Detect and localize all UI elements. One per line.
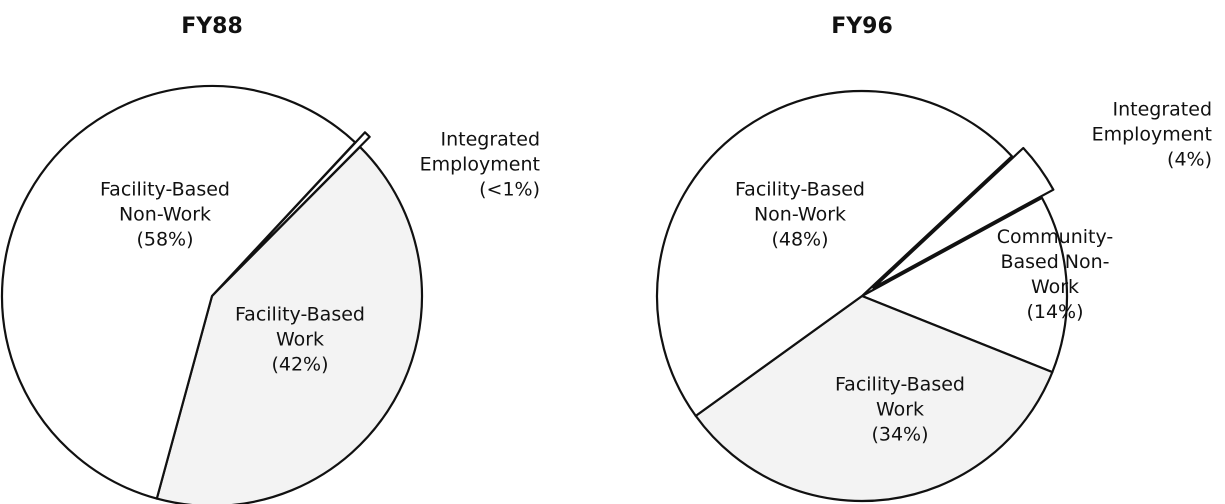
slice-category: Facility-Based Work: [835, 373, 965, 421]
pie-slice: [155, 145, 424, 504]
slice-label: Facility-Based Work (42%): [225, 303, 375, 378]
slice-label: Integrated Employment (<1%): [390, 128, 540, 203]
slice-value-label: (58%): [136, 228, 194, 251]
slice-category: Integrated Employment: [1091, 98, 1212, 146]
slice-category: Facility-Based Work: [235, 303, 365, 351]
chart-title: FY88: [181, 14, 243, 39]
slice-value-label: (42%): [271, 353, 329, 376]
slice-value-label: (34%): [871, 423, 929, 446]
slice-category: Integrated Employment: [419, 128, 540, 176]
pie-slice: [860, 196, 1069, 374]
pie-slice: [694, 294, 1054, 503]
slice-value-label: (48%): [771, 228, 829, 251]
slice-value-label: (14%): [1026, 301, 1084, 323]
slice-label: Facility-Based Work (34%): [825, 373, 975, 448]
pie-slice: [0, 84, 357, 500]
pie-slice: [655, 89, 1014, 418]
slice-label: Community-Based Non-Work (14%): [980, 225, 1130, 325]
slice-category: Community-Based Non-Work: [996, 226, 1114, 298]
slice-label: Facility-Based Non-Work (58%): [90, 178, 240, 253]
slice-value-label: (<1%): [479, 178, 540, 201]
slice-category: Facility-Based Non-Work: [735, 178, 865, 226]
slice-category: Facility-Based Non-Work: [100, 178, 230, 226]
chart-title: FY96: [831, 14, 893, 39]
pie-slice: [872, 146, 1055, 289]
slice-value-label: (4%): [1167, 148, 1212, 171]
slice-label: Facility-Based Non-Work (48%): [725, 178, 875, 253]
slice-label: Integrated Employment (4%): [1062, 98, 1212, 173]
